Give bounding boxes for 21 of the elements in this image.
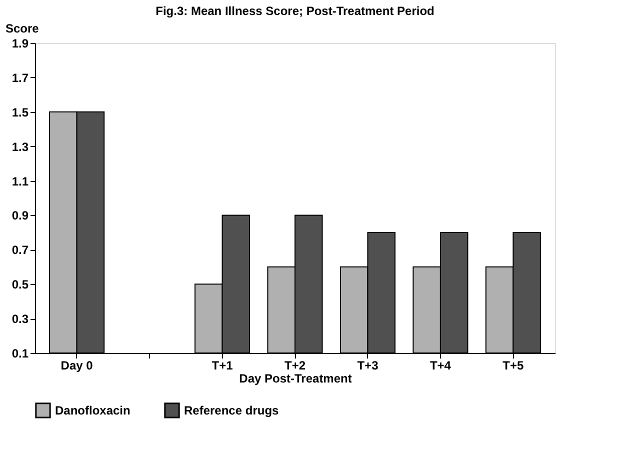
legend-label: Danofloxacin — [55, 403, 130, 418]
chart-title: Fig.3: Mean Illness Score; Post-Treatment Period — [156, 4, 434, 18]
x-tick-label: T+4 — [430, 358, 452, 372]
y-axis-title: Score — [6, 22, 40, 36]
x-axis-title: Day Post-Treatment — [239, 372, 352, 386]
y-tick-label: 1.1 — [12, 174, 29, 188]
x-tick-label: T+2 — [284, 358, 306, 372]
y-tick-label: 0.9 — [12, 208, 29, 223]
x-tick-label: T+1 — [212, 358, 234, 372]
y-tick-label: 1.7 — [12, 70, 29, 85]
y-tick-label: 0.1 — [12, 346, 29, 360]
x-tick-label: T+5 — [502, 358, 524, 372]
x-tick-label: T+3 — [357, 358, 379, 372]
y-tick-label: 1.3 — [12, 140, 29, 154]
x-tick-label: Day 0 — [60, 358, 94, 372]
y-tick-label: 1.9 — [12, 36, 29, 50]
y-tick-label: 1.5 — [12, 105, 29, 120]
legend-label: Reference drugs — [184, 403, 280, 418]
y-tick-label: 0.7 — [12, 243, 29, 258]
y-tick-label: 0.3 — [12, 312, 29, 326]
y-tick-label: 0.5 — [12, 278, 29, 292]
